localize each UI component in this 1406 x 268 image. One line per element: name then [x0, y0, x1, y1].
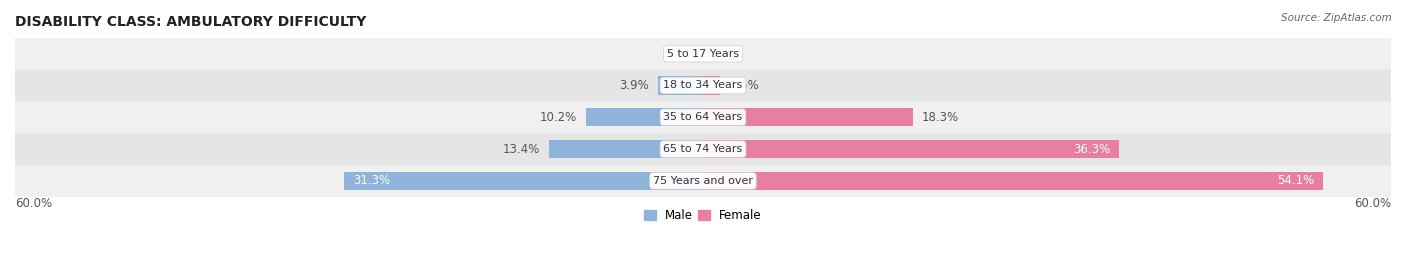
Bar [344, 172, 703, 190]
Text: 0.0%: 0.0% [669, 47, 700, 60]
Text: 75 Years and over: 75 Years and over [652, 176, 754, 186]
Bar [703, 76, 720, 95]
Bar [15, 165, 1391, 197]
Text: 3.9%: 3.9% [620, 79, 650, 92]
Bar [658, 76, 703, 95]
Text: 18.3%: 18.3% [922, 111, 959, 124]
Text: 1.5%: 1.5% [730, 79, 759, 92]
Bar [703, 172, 1323, 190]
Text: 60.0%: 60.0% [15, 198, 52, 210]
Text: 13.4%: 13.4% [503, 143, 540, 156]
Text: 5 to 17 Years: 5 to 17 Years [666, 49, 740, 59]
Bar [15, 38, 1391, 70]
Bar [15, 70, 1391, 101]
Bar [15, 101, 1391, 133]
Text: Source: ZipAtlas.com: Source: ZipAtlas.com [1281, 13, 1392, 23]
Bar [703, 140, 1119, 158]
Text: 18 to 34 Years: 18 to 34 Years [664, 80, 742, 91]
Text: 54.1%: 54.1% [1277, 174, 1315, 187]
Text: 36.3%: 36.3% [1073, 143, 1111, 156]
Bar [703, 108, 912, 126]
Bar [15, 133, 1391, 165]
Text: 60.0%: 60.0% [1354, 198, 1391, 210]
Text: DISABILITY CLASS: AMBULATORY DIFFICULTY: DISABILITY CLASS: AMBULATORY DIFFICULTY [15, 15, 367, 29]
Text: 31.3%: 31.3% [353, 174, 391, 187]
Text: 35 to 64 Years: 35 to 64 Years [664, 112, 742, 122]
Text: 10.2%: 10.2% [540, 111, 576, 124]
Legend: Male, Female: Male, Female [640, 204, 766, 227]
Text: 65 to 74 Years: 65 to 74 Years [664, 144, 742, 154]
Bar [550, 140, 703, 158]
Text: 0.0%: 0.0% [706, 47, 737, 60]
Bar [586, 108, 703, 126]
